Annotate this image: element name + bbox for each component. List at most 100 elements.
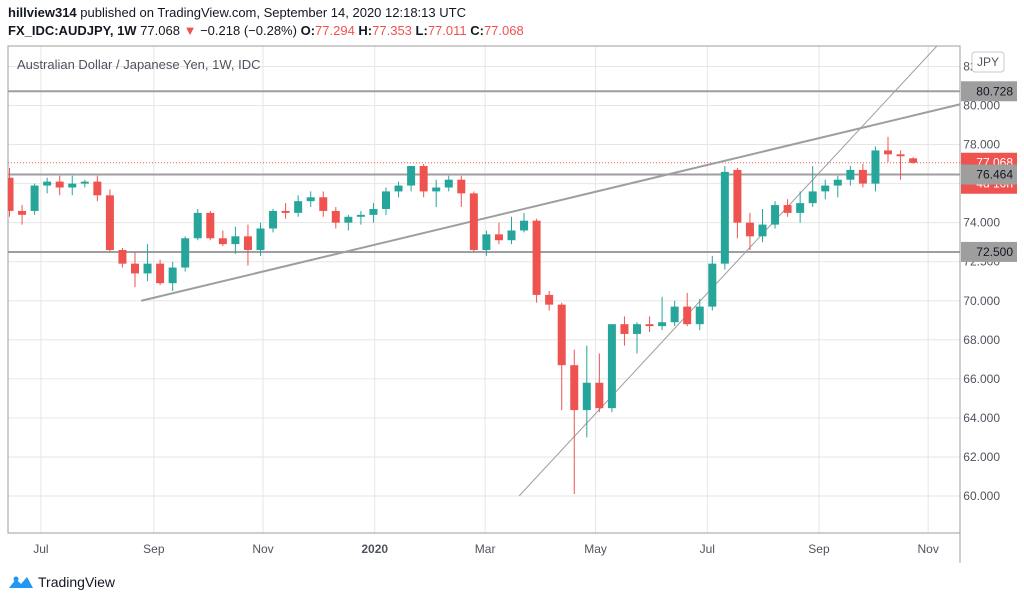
candle-body <box>394 185 403 192</box>
price-tick-label: 64.000 <box>963 411 1000 425</box>
price-label-bg <box>961 164 1017 185</box>
candle-body <box>143 263 152 274</box>
candle-body <box>620 324 629 334</box>
candle-body <box>356 214 365 217</box>
candle-body <box>783 205 792 213</box>
candle-body <box>482 234 491 250</box>
ohlc-legend: FX_IDC:AUDJPY, 1W 77.068 ▼ −0.218 (−0.28… <box>8 23 524 38</box>
time-tick-label: Nov <box>252 542 273 556</box>
price-tick-label: 74.000 <box>963 216 1000 230</box>
candle-body <box>55 181 64 188</box>
trend-line-rising-support <box>518 46 938 497</box>
time-tick-label: Nov <box>917 542 938 556</box>
candle-body <box>520 220 529 231</box>
candle-body <box>469 193 478 250</box>
high-value: 77.353 <box>372 23 412 38</box>
candle-body <box>570 365 579 411</box>
price-tick-label: 68.000 <box>963 333 1000 347</box>
time-tick-label: May <box>584 542 607 556</box>
candle-body <box>181 238 190 268</box>
candle-body <box>532 220 541 295</box>
candle-body <box>93 181 102 196</box>
open-value: 77.294 <box>315 23 355 38</box>
candle-body <box>193 212 202 239</box>
candle-body <box>8 177 14 211</box>
candle-body <box>281 210 290 213</box>
candle-body <box>457 179 466 194</box>
price-axis[interactable]: 60.00062.00064.00066.00068.00070.00072.5… <box>963 59 1000 503</box>
candle-body <box>156 263 165 284</box>
candle-body <box>168 267 177 284</box>
candle-body <box>595 382 604 409</box>
price-label: 80.728 <box>976 84 1013 98</box>
time-axis[interactable]: Jul Sep Nov 2020 Mar May Jul Sep Nov <box>33 542 939 556</box>
candle-body <box>695 306 704 325</box>
candle-body <box>382 191 390 209</box>
last-price: 77.068 <box>140 23 180 38</box>
candle-body <box>444 179 453 188</box>
candle-body <box>256 228 265 250</box>
candle-body <box>821 185 830 192</box>
trend-lines <box>141 46 960 497</box>
grid-lines <box>8 46 960 533</box>
candle-body <box>670 306 679 323</box>
candle-body <box>708 263 717 307</box>
candle-body <box>545 294 554 305</box>
candle-body <box>582 382 591 411</box>
high-label: H: <box>358 23 373 38</box>
low-value: 77.011 <box>427 23 467 38</box>
published-text: published on TradingView.com, September … <box>80 5 466 20</box>
price-tick-label: 80.000 <box>963 99 1000 113</box>
candle-body <box>206 212 215 239</box>
brand-name: TradingView <box>38 574 116 590</box>
price-tick-label: 62.000 <box>963 450 1000 464</box>
candle-body <box>494 234 503 241</box>
candle-body <box>557 304 566 366</box>
close-label: C: <box>470 23 484 38</box>
time-tick-label: Sep <box>808 542 830 556</box>
candle-body <box>68 183 77 188</box>
candle-body <box>796 203 805 213</box>
candle-body <box>231 236 240 245</box>
candle-body <box>369 208 378 215</box>
candle-body <box>884 150 892 155</box>
candle-body <box>118 249 127 264</box>
tradingview-logo[interactable]: TradingView <box>8 574 115 590</box>
candle-body <box>909 158 918 163</box>
publish-info: hillview314 published on TradingView.com… <box>8 5 466 20</box>
currency-badge[interactable]: JPY <box>971 51 1005 73</box>
candle-body <box>745 222 754 237</box>
price-tick-label: 66.000 <box>963 372 1000 386</box>
candle-body <box>306 197 315 202</box>
low-label: L: <box>415 23 428 38</box>
candle-body <box>407 166 416 186</box>
candle-body <box>105 195 114 250</box>
candle-body <box>720 171 729 264</box>
time-tick-label: 2020 <box>361 542 388 556</box>
candle-body <box>331 210 340 223</box>
time-tick-label: Jul <box>33 542 48 556</box>
candle-body <box>758 224 767 237</box>
candle-body <box>658 322 667 327</box>
candle-body <box>30 185 39 211</box>
candle-body <box>507 230 516 241</box>
down-arrow-icon: ▼ <box>183 23 197 38</box>
close-value: 77.068 <box>483 23 524 38</box>
candle-body <box>243 236 252 250</box>
candle-body <box>858 169 867 184</box>
candle-body <box>344 216 353 223</box>
horizontal-levels <box>8 90 960 253</box>
candle-body <box>846 169 855 180</box>
symbol-label: FX_IDC:AUDJPY, 1W <box>8 23 137 38</box>
candle-body <box>871 150 880 184</box>
candlesticks <box>8 136 918 495</box>
price-tick-label: 78.000 <box>963 138 1000 152</box>
candle-body <box>419 166 428 192</box>
candle-body <box>896 154 905 157</box>
price-tick-label: 70.000 <box>963 294 1000 308</box>
candle-body <box>833 179 842 186</box>
author-name[interactable]: hillview314 <box>8 5 77 20</box>
trend-line-support-resistance-upper <box>141 103 960 302</box>
candle-body <box>80 181 89 184</box>
